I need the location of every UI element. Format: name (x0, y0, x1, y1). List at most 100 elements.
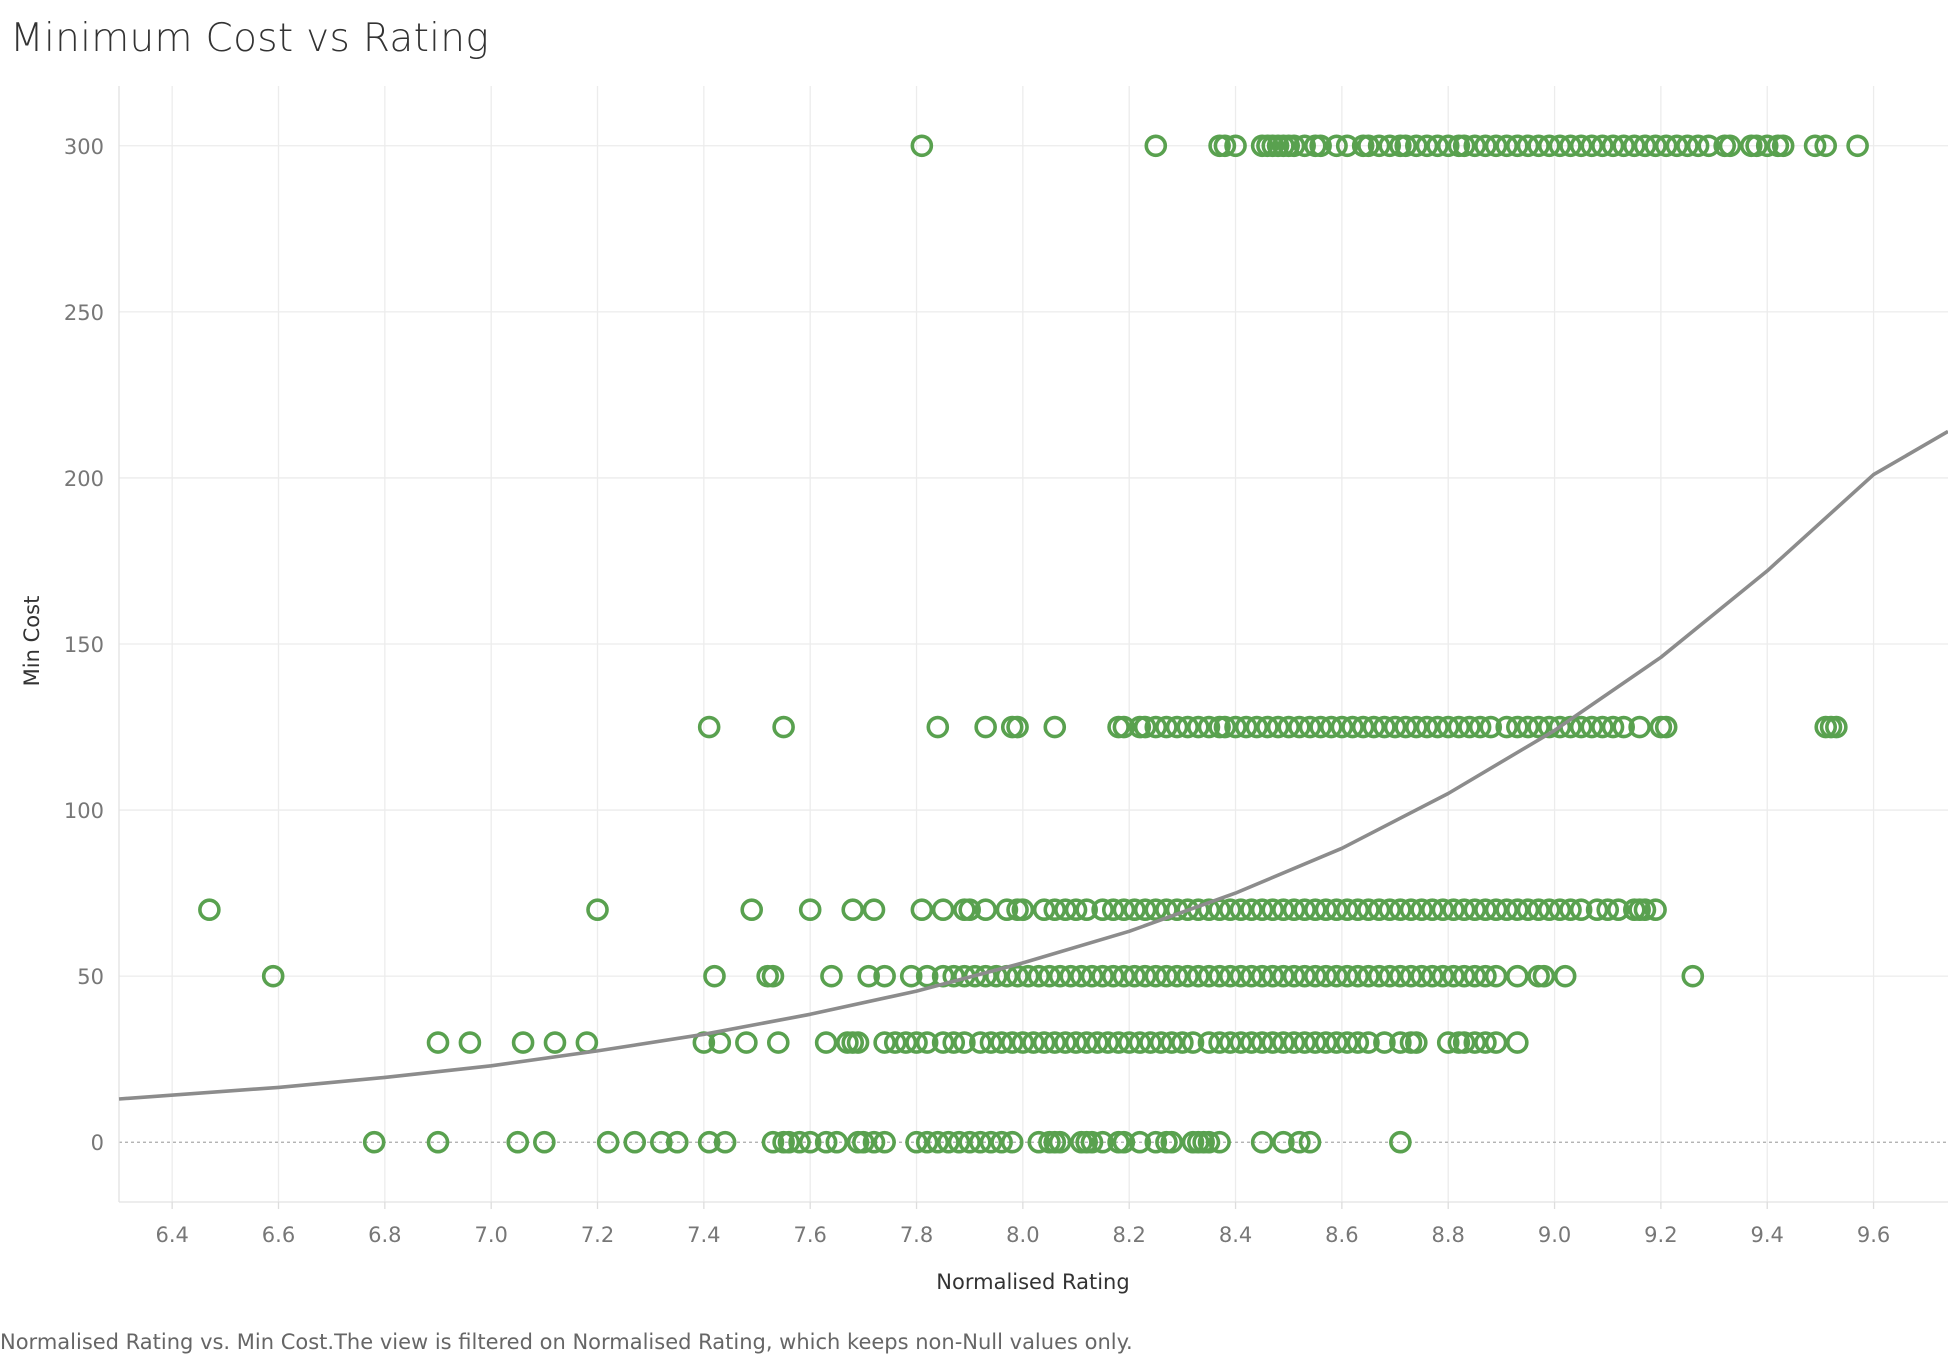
scatter-point (915, 964, 939, 988)
scatter-point (1032, 898, 1056, 922)
scatter-point (650, 1130, 673, 1154)
scatter-point (990, 1031, 1013, 1054)
scatter-point (1458, 715, 1481, 739)
scatter-point (1357, 898, 1380, 922)
scatter-point (1266, 715, 1290, 739)
scatter-point (1410, 898, 1433, 922)
scatter-point (1420, 964, 1444, 988)
scatter-point (1410, 964, 1433, 988)
scatter-point (1144, 964, 1168, 988)
scatter-point (1389, 964, 1412, 988)
scatter-point (1011, 1031, 1035, 1054)
x-tick-label: 7.6 (793, 1223, 826, 1247)
scatter-point (1197, 1130, 1221, 1154)
scatter-point (910, 898, 934, 922)
scatter-point (1569, 898, 1593, 922)
scatter-point (735, 1031, 758, 1054)
scatter-point (1330, 715, 1354, 739)
x-axis-ticks: 6.4 6.6 6.8 7.0 7.2 7.4 7.6 7.8 8.0 8.2 8.4 8.6 8.8 9… (155, 1202, 1890, 1247)
scatter-point (511, 1031, 535, 1054)
scatter-point (1676, 134, 1699, 158)
scatter-point (1160, 1031, 1184, 1054)
scatter-point (1229, 898, 1253, 922)
scatter-point (873, 1031, 896, 1054)
scatter-point (1319, 715, 1343, 739)
scatter-point (1282, 1031, 1306, 1054)
scatter-point (426, 1031, 450, 1054)
scatter-point (1314, 898, 1338, 922)
scatter-point (1825, 715, 1848, 739)
scatter-points (198, 134, 1869, 1154)
trend-line (118, 429, 1948, 1101)
scatter-point (1484, 1031, 1508, 1054)
scatter-point (1463, 1031, 1487, 1054)
scatter-point (1548, 134, 1572, 158)
scatter-point (1112, 1130, 1136, 1154)
scatter-point (777, 1130, 801, 1154)
scatter-point (1426, 134, 1449, 158)
scatter-point (1367, 898, 1391, 922)
scatter-point (1218, 964, 1242, 988)
scatter-point (261, 964, 285, 988)
scatter-point (1506, 964, 1529, 988)
scatter-point (1176, 964, 1199, 988)
scatter-point (1006, 964, 1029, 988)
x-tick-label: 9.6 (1857, 1223, 1890, 1247)
scatter-point (1569, 715, 1593, 739)
y-tick-label: 0 (91, 1131, 104, 1155)
scatter-point (947, 1130, 971, 1154)
scatter-point (1628, 715, 1651, 739)
x-tick-label: 9.4 (1751, 1223, 1784, 1247)
scatter-point (740, 898, 764, 922)
scatter-point (979, 1031, 1003, 1054)
scatter-point (820, 964, 843, 988)
scatter-point (1394, 134, 1417, 158)
scatter-point (1234, 715, 1258, 739)
scatter-point (937, 1130, 960, 1154)
scatter-point (1346, 898, 1370, 922)
scatter-point (1261, 1031, 1285, 1054)
scatter-point (1123, 964, 1146, 988)
scatter-point (1506, 134, 1529, 158)
scatter-point (974, 715, 997, 739)
scatter-point (798, 1130, 822, 1154)
scatter-point (1495, 898, 1519, 922)
scatter-point (1335, 1031, 1359, 1054)
y-tick-label: 150 (64, 633, 104, 657)
scatter-point (1325, 964, 1348, 988)
scatter-point (1016, 964, 1040, 988)
scatter-point (1272, 898, 1295, 922)
scatter-point (1389, 1130, 1412, 1154)
scatter-point (1607, 898, 1630, 922)
scatter-point (1303, 898, 1327, 922)
scatter-point (1112, 964, 1136, 988)
scatter-point (1261, 898, 1285, 922)
scatter-point (1144, 1130, 1168, 1154)
x-tick-label: 8.6 (1325, 1223, 1358, 1247)
scatter-point (1580, 134, 1604, 158)
scatter-point (1208, 1031, 1231, 1054)
scatter-point (1048, 1130, 1072, 1154)
scatter-point (1070, 964, 1093, 988)
scatter-point (1474, 134, 1497, 158)
x-tick-label: 8.2 (1113, 1223, 1146, 1247)
scatter-point (915, 1031, 939, 1054)
scatter-point (873, 964, 896, 988)
scatter-point (1218, 1031, 1242, 1054)
scatter-point (1133, 715, 1157, 739)
scatter-point (1325, 898, 1348, 922)
scatter-point (1187, 964, 1210, 988)
scatter-point (533, 1130, 556, 1154)
scatter-point (1644, 898, 1667, 922)
scatter-point (1484, 898, 1508, 922)
scatter-point (1240, 1031, 1263, 1054)
scatter-point (665, 1130, 689, 1154)
scatter-point (798, 898, 822, 922)
scatter-point (1064, 898, 1088, 922)
scatter-point (1335, 134, 1359, 158)
scatter-point (1027, 964, 1051, 988)
scatter-point (1495, 715, 1519, 739)
scatter-point (1644, 134, 1667, 158)
scatter-point (1633, 898, 1657, 922)
scatter-point (899, 964, 923, 988)
